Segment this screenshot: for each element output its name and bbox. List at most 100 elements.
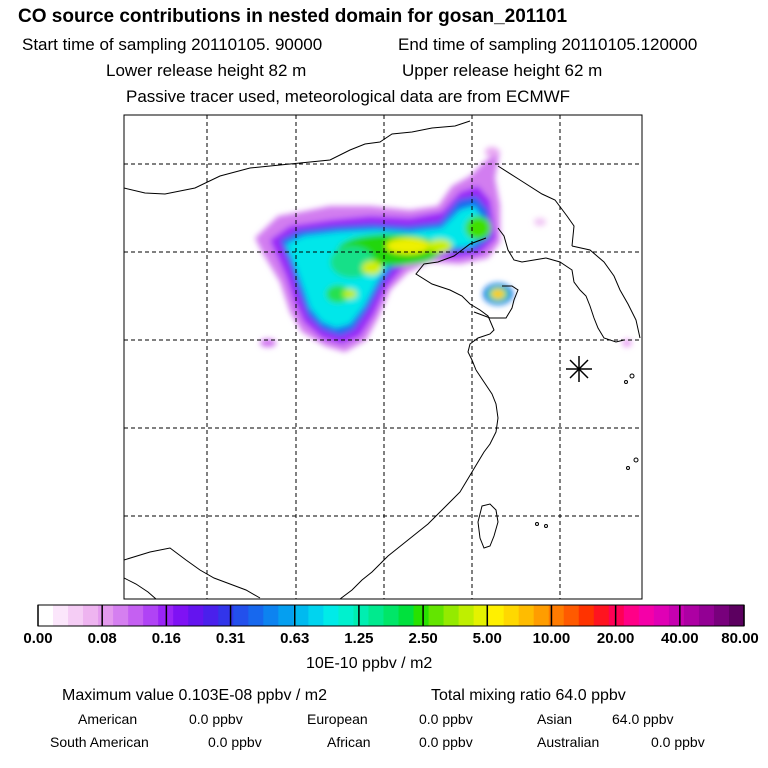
colorbar-cell xyxy=(128,605,144,626)
colorbar-cell xyxy=(233,605,249,626)
colorbar-cell xyxy=(203,605,219,626)
receptor-marker-asterisk xyxy=(566,356,592,382)
colorbar-cell xyxy=(323,605,340,626)
small-patch-north xyxy=(485,147,499,157)
small-islands xyxy=(535,373,639,528)
plume-green-southwest xyxy=(326,285,350,303)
colorbar-cell xyxy=(338,605,355,626)
plume-yellow-core xyxy=(386,238,430,254)
lower-release-height: Lower release height 82 m xyxy=(106,61,307,80)
china-south-coast xyxy=(339,563,381,599)
colorbar-cell xyxy=(53,605,69,626)
bohai-coast xyxy=(415,237,495,371)
lat-lon-grid xyxy=(124,115,642,599)
china-east-coast xyxy=(379,369,499,565)
small-patch-northeast xyxy=(534,218,546,226)
map-frame xyxy=(123,114,643,600)
taiwan-island xyxy=(477,503,499,549)
source-value-asian: 64.0 ppbv xyxy=(612,711,674,727)
colorbar-cell xyxy=(278,605,294,626)
colorbar-cell xyxy=(143,605,159,626)
colorbar-cell xyxy=(383,605,400,626)
source-label-australian: Australian xyxy=(537,734,600,750)
colorbar-cell xyxy=(98,605,114,626)
colorbar-cell xyxy=(68,605,84,626)
colorbar-tick-label: 10.00 xyxy=(532,630,571,647)
colorbar-cell xyxy=(368,605,385,626)
colorbar-cell xyxy=(353,605,370,626)
colorbar-tick-label: 0.63 xyxy=(280,630,310,647)
colorbar-cell xyxy=(608,605,625,626)
colorbar-cell xyxy=(458,605,475,626)
concentration-plume xyxy=(255,147,632,352)
border-north xyxy=(124,120,471,195)
colorbar-cell xyxy=(548,605,565,626)
source-value-american: 0.0 ppbv xyxy=(189,711,243,727)
source-value-european: 0.0 ppbv xyxy=(419,711,473,727)
plume-yellow-south xyxy=(343,289,357,299)
end-time: End time of sampling 20110105.120000 xyxy=(398,35,698,54)
colorbar-cell xyxy=(668,605,685,626)
source-label-american: American xyxy=(78,711,138,727)
source-label-asian: Asian xyxy=(537,711,573,727)
source-value-south-american: 0.0 ppbv xyxy=(208,734,262,750)
colorbar-tick-label: 0.16 xyxy=(151,630,181,647)
upper-release-height: Upper release height 62 m xyxy=(402,61,603,80)
border-east xyxy=(497,165,575,247)
plume-yellow-east xyxy=(428,239,452,253)
korea-west-coast xyxy=(545,257,625,343)
colorbar-cell xyxy=(218,605,234,626)
colorbar-cell xyxy=(248,605,264,626)
liaodong-coast xyxy=(497,227,547,263)
plume-yellow-center xyxy=(362,261,382,275)
colorbar-cell xyxy=(188,605,204,626)
colorbar-cell xyxy=(503,605,520,626)
inland-border-west xyxy=(124,547,261,599)
colorbar-cell xyxy=(713,605,730,626)
tracer-note: Passive tracer used, meteorological data… xyxy=(126,87,571,106)
coastlines xyxy=(124,120,641,599)
colorbar-cell xyxy=(38,605,54,626)
colorbar-units: 10E-10 ppbv / m2 xyxy=(306,655,433,672)
colorbar-cell xyxy=(428,605,445,626)
maximum-value: Maximum value 0.103E-08 ppbv / m2 xyxy=(62,687,328,704)
colorbar-cell xyxy=(638,605,655,626)
korea-east-coast xyxy=(571,245,641,339)
colorbar-cell xyxy=(308,605,324,626)
colorbar-cell xyxy=(698,605,715,626)
southwest-border xyxy=(124,577,157,599)
colorbar-cell xyxy=(113,605,129,626)
source-label-african: African xyxy=(327,734,371,750)
source-label-european: European xyxy=(307,711,368,727)
colorbar-cell xyxy=(83,605,99,626)
source-label-south-american: South American xyxy=(50,734,149,750)
colorbar-cell xyxy=(443,605,460,626)
source-value-african: 0.0 ppbv xyxy=(419,734,473,750)
plot-title: CO source contributions in nested domain… xyxy=(18,6,568,27)
colorbar-cell xyxy=(398,605,415,626)
colorbar-cell xyxy=(263,605,279,626)
colorbar-cell xyxy=(683,605,700,626)
small-patch-korea xyxy=(622,339,632,347)
colorbar-tick-label: 0.08 xyxy=(87,630,117,647)
colorbar-cell xyxy=(593,605,610,626)
total-mixing-ratio: Total mixing ratio 64.0 ppbv xyxy=(431,687,626,704)
shandong-coast xyxy=(473,285,519,319)
colorbar-tick-label: 5.00 xyxy=(472,630,502,647)
colorbar-tick-label: 20.00 xyxy=(596,630,635,647)
source-value-australian: 0.0 ppbv xyxy=(651,734,705,750)
start-time: Start time of sampling 20110105. 90000 xyxy=(22,35,323,54)
colorbar-cell xyxy=(533,605,550,626)
colorbar-cell xyxy=(578,605,595,626)
colorbar-cell xyxy=(563,605,580,626)
colorbar-cell xyxy=(623,605,640,626)
colorbar-cell xyxy=(293,605,309,626)
colorbar-tick-label: 1.25 xyxy=(344,630,374,647)
colorbar-tick-label: 40.00 xyxy=(661,630,699,647)
colorbar-cell xyxy=(413,605,430,626)
colorbar-cell xyxy=(518,605,535,626)
blob-core xyxy=(491,289,505,299)
colorbar-cell xyxy=(488,605,505,626)
